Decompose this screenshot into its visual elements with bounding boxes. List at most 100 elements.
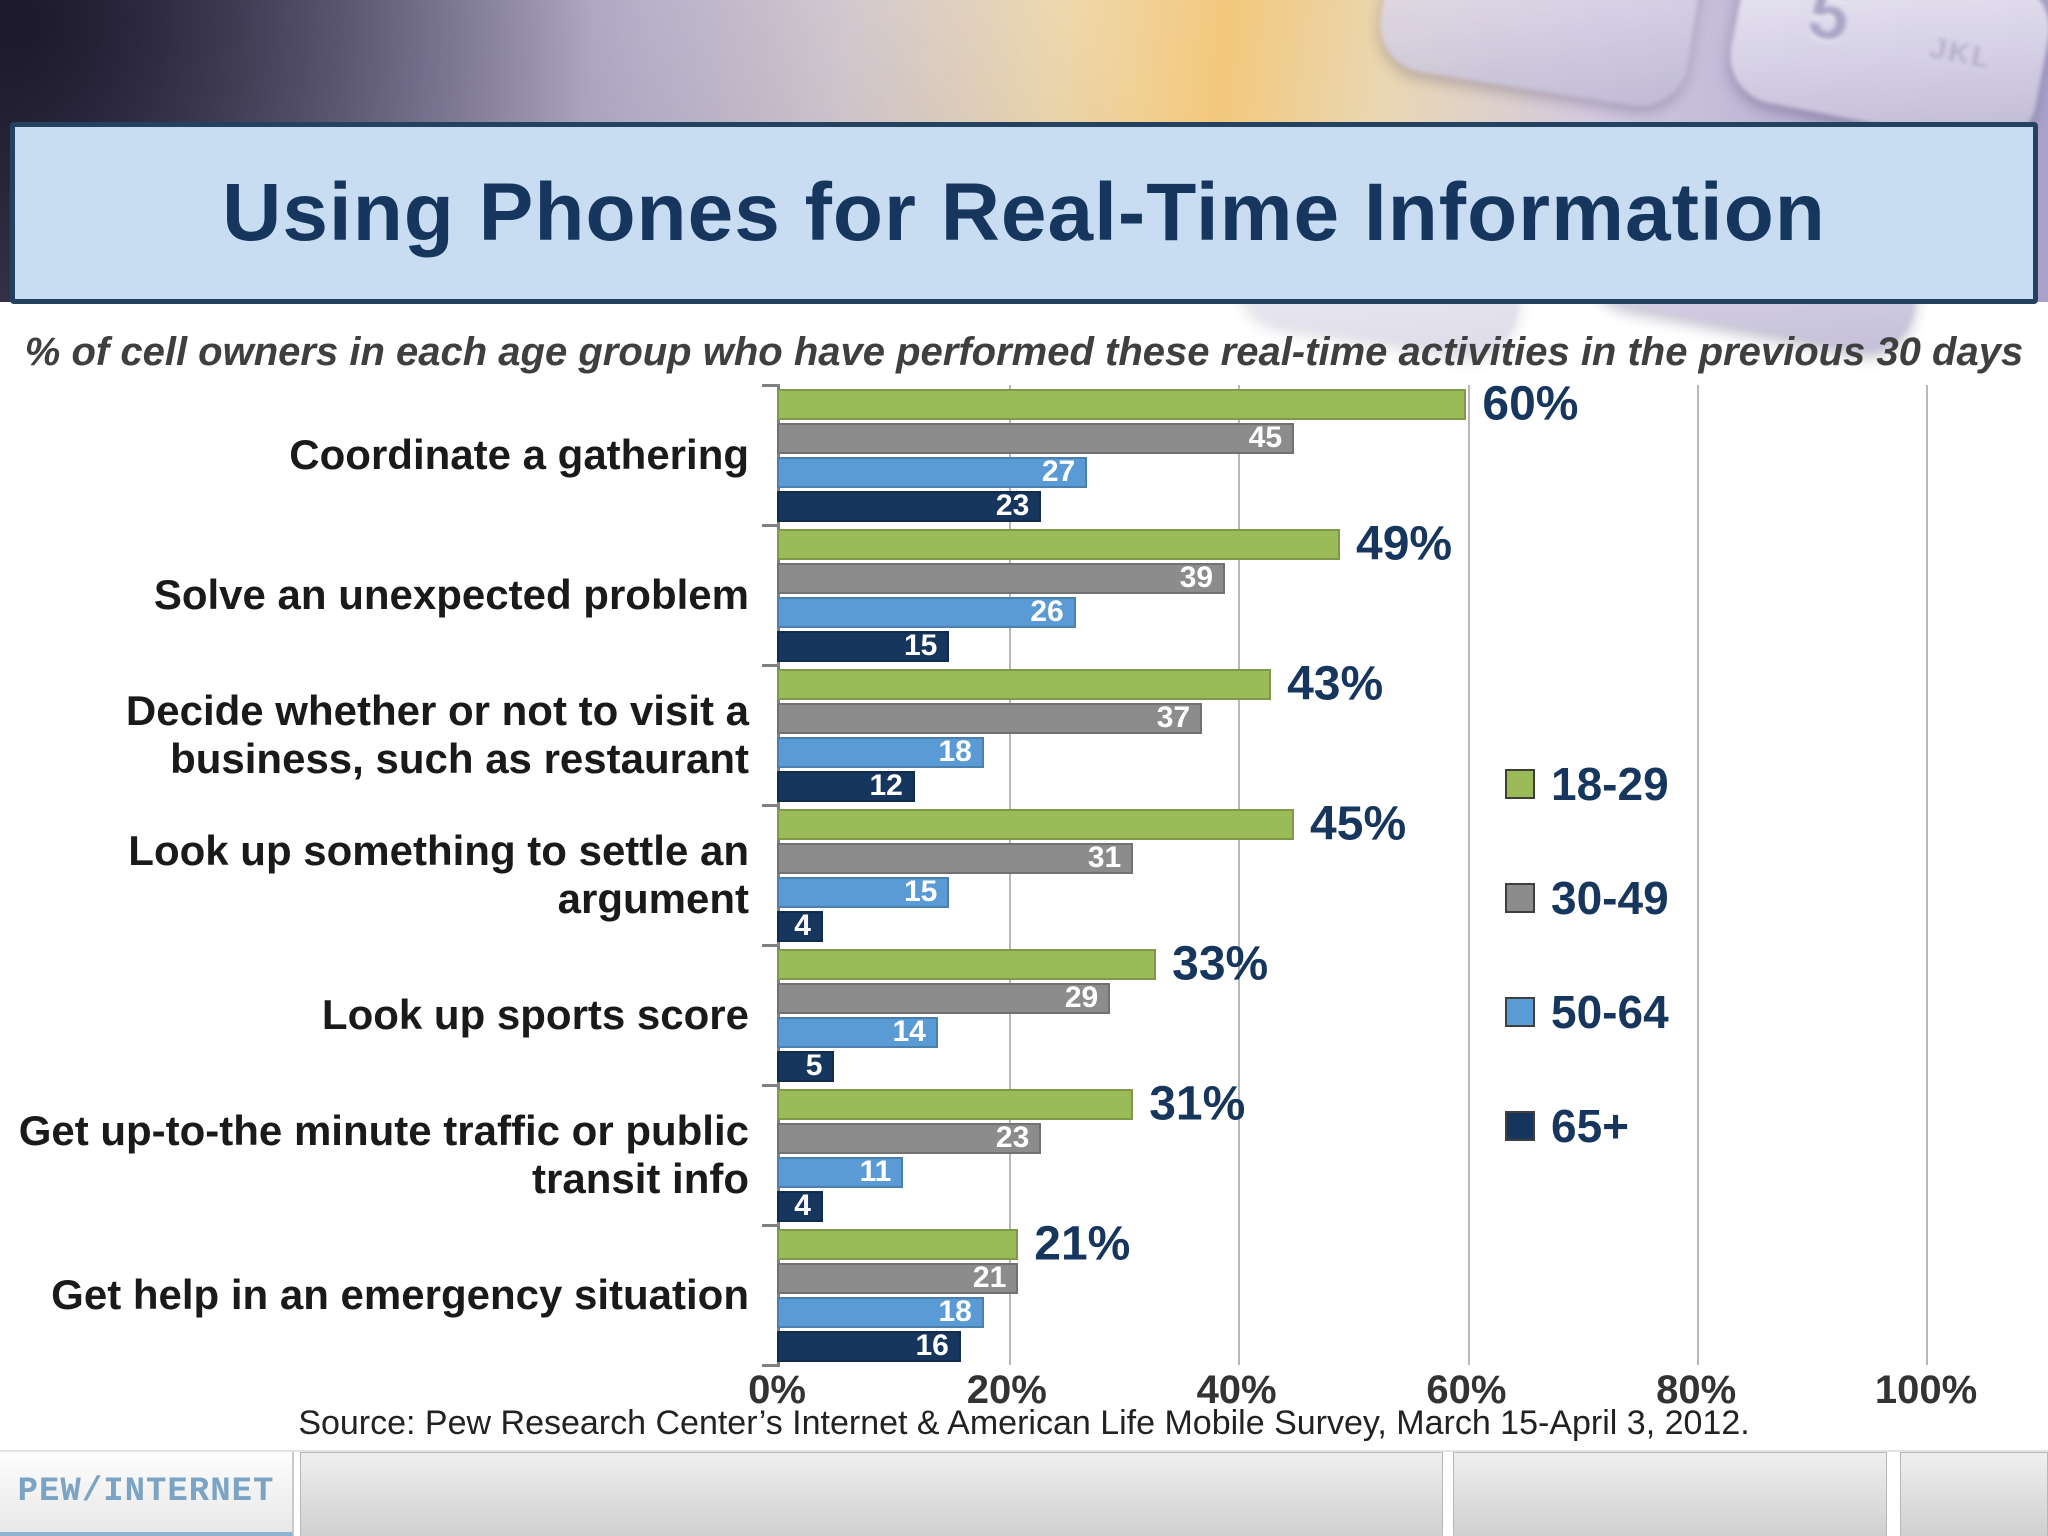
bar-65+: 16	[777, 1329, 961, 1362]
bar-65+: 12	[777, 769, 915, 802]
chart-row: Coordinate a gathering 60% 45 27 23	[0, 378, 2048, 525]
legend-item-30-49: 30-49	[1505, 872, 1669, 924]
bar-30-49: 37	[777, 701, 1203, 734]
legend-label: 65+	[1551, 1100, 1630, 1152]
category-label: Get help in an emergency situation	[51, 1270, 749, 1318]
bar-18-29: 49%	[777, 518, 1452, 571]
axis-tick	[762, 1364, 780, 1367]
bar-18-29: 33%	[777, 938, 1268, 991]
value-label: 33%	[1172, 937, 1269, 991]
bar-30-49: 23	[777, 1121, 1042, 1154]
chart-row: Solve an unexpected problem 49% 39 26 15	[0, 518, 2048, 665]
category-label: Coordinate a gathering	[289, 430, 749, 478]
bar-18-29: 21%	[777, 1218, 1130, 1271]
value-label: 60%	[1482, 377, 1579, 431]
axis-tick	[762, 384, 780, 387]
value-label: 39	[1179, 561, 1214, 594]
title-box: Using Phones for Real-Time Information	[10, 122, 2038, 304]
axis-tick	[762, 944, 780, 947]
legend-swatch	[1505, 883, 1535, 913]
x-tick-label: 100%	[1874, 1368, 1978, 1412]
value-label: 18	[938, 735, 972, 768]
axis-tick	[762, 804, 780, 807]
bar-65+: 4	[777, 909, 823, 942]
value-label: 12	[869, 769, 903, 802]
bar-30-49: 39	[777, 561, 1226, 594]
pew-internet-logo: PEW/INTERNET	[0, 1452, 294, 1536]
legend-label: 30-49	[1551, 872, 1669, 924]
bar-18-29: 45%	[777, 798, 1406, 851]
chart-row: Decide whether or not to visit a busines…	[0, 658, 2048, 805]
legend-item-50-64: 50-64	[1505, 986, 1669, 1038]
axis-tick	[762, 1084, 780, 1087]
chart-legend: 18-29 30-49 50-64 65+	[1505, 758, 1669, 1215]
value-label: 37	[1156, 701, 1191, 734]
x-tick-label: 80%	[1656, 1368, 1737, 1412]
value-label: 16	[915, 1329, 949, 1362]
legend-item-18-29: 18-29	[1505, 758, 1669, 810]
category-label: Look up something to settle an argument	[128, 826, 749, 922]
bar-18-29: 31%	[777, 1078, 1245, 1131]
chart-rows: Coordinate a gathering 60% 45 27 23 Solve an …	[0, 378, 2048, 1365]
category-label: Solve an unexpected problem	[153, 570, 749, 618]
legend-swatch	[1505, 997, 1535, 1027]
value-label: 18	[938, 1295, 972, 1328]
chart-row: Look up something to settle an argument 4…	[0, 798, 2048, 945]
value-label: 15	[903, 629, 938, 662]
bar-30-49: 31	[777, 841, 1134, 874]
bar-group: 60% 45 27 23	[777, 378, 1926, 525]
chart-row: Get up-to-the minute traffic or public t…	[0, 1078, 2048, 1225]
bar-18-29: 60%	[777, 378, 1578, 431]
x-axis: 0% 20% 40% 60% 80% 100%	[0, 1368, 2048, 1418]
value-label: 31	[1087, 841, 1122, 874]
page-title: Using Phones for Real-Time Information	[222, 167, 1826, 258]
footer-bar	[1453, 1452, 1887, 1536]
value-label: 21	[972, 1261, 1007, 1294]
value-label: 23	[995, 489, 1030, 522]
gridline	[1696, 385, 1699, 1365]
x-tick-label: 60%	[1426, 1368, 1507, 1412]
bar-50-64: 18	[777, 735, 984, 768]
axis-tick	[762, 664, 780, 667]
chart-row: Look up sports score 33% 29 14 5	[0, 938, 2048, 1085]
x-tick-label: 20%	[966, 1368, 1047, 1412]
bar-30-49: 45	[777, 421, 1295, 454]
source-note: Source: Pew Research Center’s Internet &…	[298, 1404, 1750, 1442]
value-label: 23	[995, 1121, 1030, 1154]
bar-18-29: 43%	[777, 658, 1383, 711]
bar-50-64: 26	[777, 595, 1076, 628]
value-label: 45%	[1310, 797, 1407, 851]
value-label: 4	[794, 1189, 811, 1222]
value-label: 21%	[1034, 1217, 1131, 1271]
bar-65+: 23	[777, 489, 1042, 522]
footer-bar	[1900, 1452, 2048, 1536]
gridline	[1926, 385, 1928, 1365]
plot-area	[762, 384, 1928, 1367]
value-label: 15	[903, 875, 938, 908]
gridline	[1467, 385, 1470, 1365]
bar-group: 21% 21 18 16	[777, 1218, 1926, 1365]
bar-group: 49% 39 26 15	[777, 518, 1926, 665]
value-label: 4	[794, 909, 811, 942]
legend-swatch	[1505, 1111, 1535, 1141]
chart-subtitle: % of cell owners in each age group who h…	[24, 330, 2024, 374]
bar-30-49: 29	[777, 981, 1111, 1014]
bar-50-64: 27	[777, 455, 1088, 488]
axis-tick	[762, 1224, 780, 1227]
value-label: 49%	[1356, 517, 1453, 571]
value-label: 45	[1248, 421, 1283, 454]
bar-group: 33% 29 14 5	[777, 938, 1926, 1085]
value-label: 29	[1064, 981, 1099, 1014]
x-tick-label: 0%	[748, 1368, 806, 1412]
bar-group: 31% 23 11 4	[777, 1078, 1926, 1225]
footer-bar	[300, 1452, 1443, 1536]
value-label: 27	[1041, 455, 1076, 488]
x-tick-label: 40%	[1196, 1368, 1277, 1412]
bar-65+: 15	[777, 629, 950, 662]
bar-50-64: 11	[777, 1155, 904, 1188]
bar-group: 45% 31 15 4	[777, 798, 1926, 945]
value-label: 11	[859, 1155, 892, 1188]
bar-30-49: 21	[777, 1261, 1019, 1294]
bar-50-64: 14	[777, 1015, 938, 1048]
